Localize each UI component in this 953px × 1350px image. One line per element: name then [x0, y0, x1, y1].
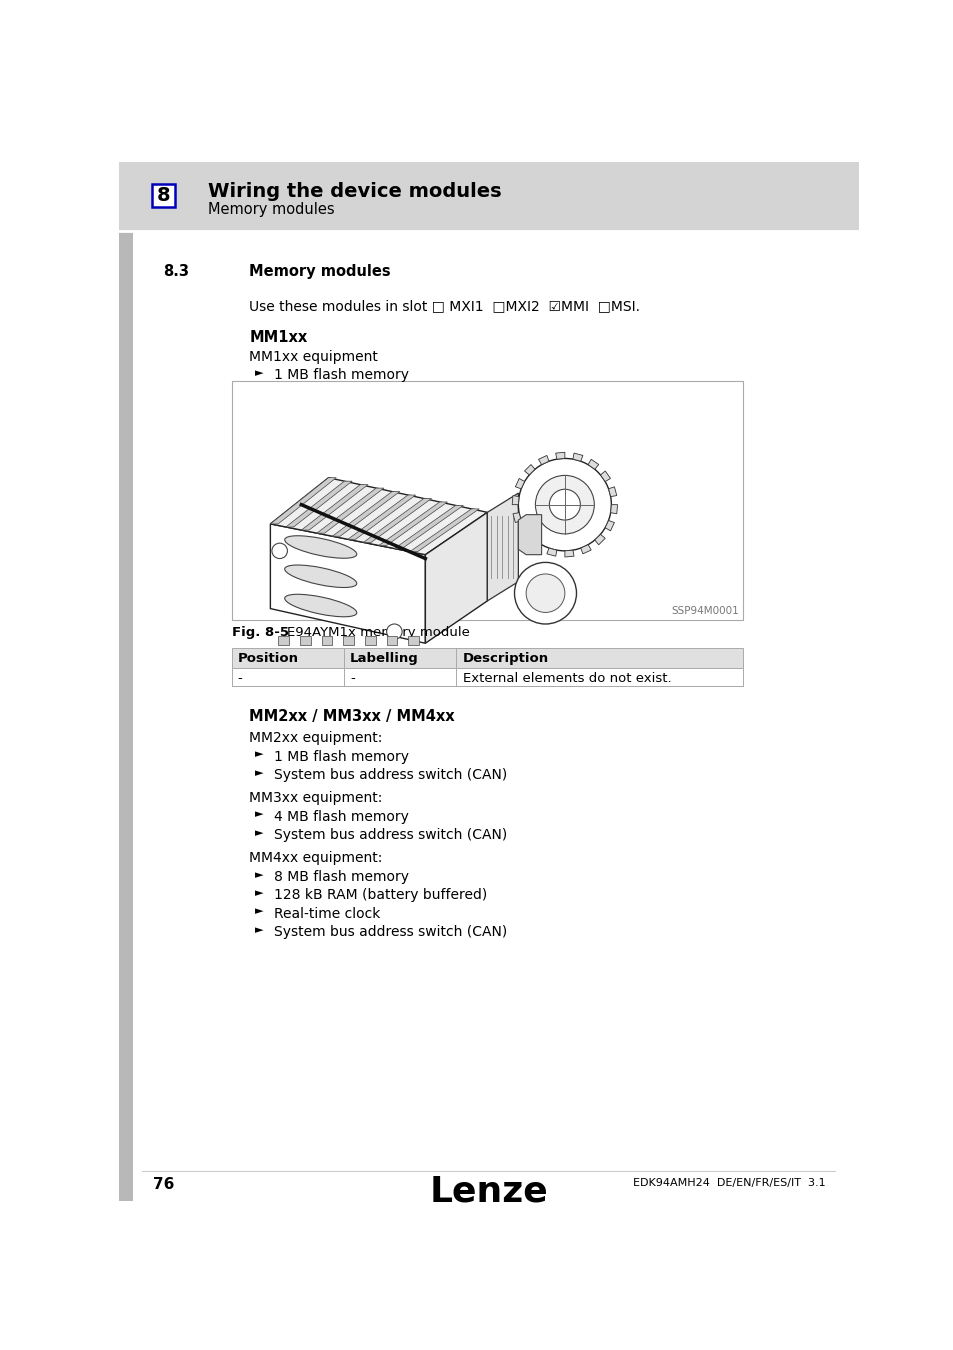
Text: -: -	[350, 672, 355, 684]
Text: External elements do not exist.: External elements do not exist.	[462, 672, 671, 684]
Ellipse shape	[284, 594, 356, 617]
Polygon shape	[386, 636, 397, 645]
Circle shape	[517, 459, 611, 551]
Polygon shape	[270, 524, 425, 643]
Polygon shape	[524, 464, 535, 475]
Text: MM2xx equipment:: MM2xx equipment:	[249, 732, 382, 745]
Text: 1 MB flash memory: 1 MB flash memory	[274, 369, 409, 382]
Text: System bus address switch (CAN): System bus address switch (CAN)	[274, 925, 507, 940]
Polygon shape	[299, 636, 311, 645]
Text: System bus address switch (CAN): System bus address switch (CAN)	[274, 828, 507, 842]
Text: ►: ►	[254, 810, 263, 819]
Text: 128 kB RAM (battery buffered): 128 kB RAM (battery buffered)	[274, 888, 487, 902]
Polygon shape	[365, 636, 375, 645]
FancyBboxPatch shape	[152, 184, 174, 207]
Polygon shape	[610, 505, 617, 514]
Polygon shape	[580, 544, 591, 554]
Text: 8: 8	[156, 186, 170, 205]
Polygon shape	[537, 455, 548, 464]
FancyBboxPatch shape	[232, 382, 742, 620]
Text: E94AYM1x memory module: E94AYM1x memory module	[287, 626, 470, 640]
Polygon shape	[270, 478, 487, 555]
Polygon shape	[410, 509, 478, 552]
Text: Real-time clock: Real-time clock	[274, 907, 380, 921]
FancyBboxPatch shape	[232, 648, 742, 668]
Text: 8.3: 8.3	[163, 263, 190, 278]
Polygon shape	[408, 636, 418, 645]
Polygon shape	[394, 505, 463, 548]
Polygon shape	[301, 485, 368, 531]
Polygon shape	[587, 459, 598, 470]
Text: ►: ►	[254, 369, 263, 378]
Polygon shape	[594, 535, 604, 545]
Text: ►: ►	[254, 907, 263, 917]
Polygon shape	[512, 495, 518, 505]
Text: MM1xx: MM1xx	[249, 329, 308, 344]
Text: ►: ►	[254, 749, 263, 760]
Polygon shape	[546, 548, 557, 556]
Polygon shape	[332, 491, 399, 536]
Text: Wiring the device modules: Wiring the device modules	[208, 182, 501, 201]
Polygon shape	[513, 513, 520, 522]
Text: 76: 76	[153, 1177, 174, 1192]
Polygon shape	[378, 502, 447, 545]
Polygon shape	[515, 478, 524, 489]
Text: ►: ►	[254, 888, 263, 898]
Text: ►: ►	[254, 828, 263, 838]
Polygon shape	[321, 636, 332, 645]
Text: Description: Description	[462, 652, 548, 664]
Text: 4 MB flash memory: 4 MB flash memory	[274, 810, 409, 824]
Text: 1 MB flash memory: 1 MB flash memory	[274, 749, 409, 764]
Polygon shape	[348, 495, 416, 539]
Text: Memory modules: Memory modules	[208, 202, 335, 217]
Text: -: -	[237, 672, 242, 684]
Circle shape	[535, 475, 594, 533]
Polygon shape	[487, 493, 517, 601]
Circle shape	[525, 574, 564, 613]
Polygon shape	[599, 471, 610, 482]
Text: System bus address switch (CAN): System bus address switch (CAN)	[274, 768, 507, 782]
FancyBboxPatch shape	[119, 231, 133, 1202]
Text: ►: ►	[254, 925, 263, 936]
Ellipse shape	[284, 566, 356, 587]
Text: MM3xx equipment:: MM3xx equipment:	[249, 791, 382, 805]
Polygon shape	[278, 636, 289, 645]
Circle shape	[549, 489, 579, 520]
Polygon shape	[556, 452, 564, 459]
Polygon shape	[270, 478, 335, 524]
Text: Labelling: Labelling	[350, 652, 418, 664]
Text: EDK94AMH24  DE/EN/FR/ES/IT  3.1: EDK94AMH24 DE/EN/FR/ES/IT 3.1	[633, 1179, 825, 1188]
Polygon shape	[573, 454, 582, 462]
Polygon shape	[316, 489, 383, 533]
Text: SSP94M0001: SSP94M0001	[671, 606, 739, 617]
Text: 8 MB flash memory: 8 MB flash memory	[274, 869, 409, 884]
Text: Use these modules in slot □ MXI1  □MXI2  ☑MMI  □MSI.: Use these modules in slot □ MXI1 □MXI2 ☑…	[249, 300, 639, 313]
Text: MM4xx equipment:: MM4xx equipment:	[249, 850, 382, 865]
Circle shape	[386, 624, 402, 640]
Text: Fig. 8-5: Fig. 8-5	[232, 626, 289, 640]
Text: Lenze: Lenze	[429, 1174, 548, 1208]
Polygon shape	[518, 528, 529, 539]
Polygon shape	[363, 498, 431, 543]
Text: MM2xx / MM3xx / MM4xx: MM2xx / MM3xx / MM4xx	[249, 710, 455, 725]
Polygon shape	[608, 487, 617, 497]
Text: Memory modules: Memory modules	[249, 263, 391, 278]
Text: ►: ►	[254, 869, 263, 880]
Ellipse shape	[284, 536, 356, 559]
Polygon shape	[425, 513, 487, 643]
Text: Position: Position	[237, 652, 298, 664]
Polygon shape	[343, 636, 354, 645]
Polygon shape	[531, 540, 541, 549]
Text: MM1xx equipment: MM1xx equipment	[249, 350, 378, 365]
Text: ►: ►	[254, 768, 263, 778]
Polygon shape	[564, 551, 574, 558]
Circle shape	[272, 543, 287, 559]
FancyBboxPatch shape	[232, 668, 742, 686]
Polygon shape	[604, 521, 614, 531]
Circle shape	[514, 563, 576, 624]
FancyBboxPatch shape	[119, 162, 858, 231]
Polygon shape	[517, 514, 541, 555]
Polygon shape	[286, 481, 352, 526]
